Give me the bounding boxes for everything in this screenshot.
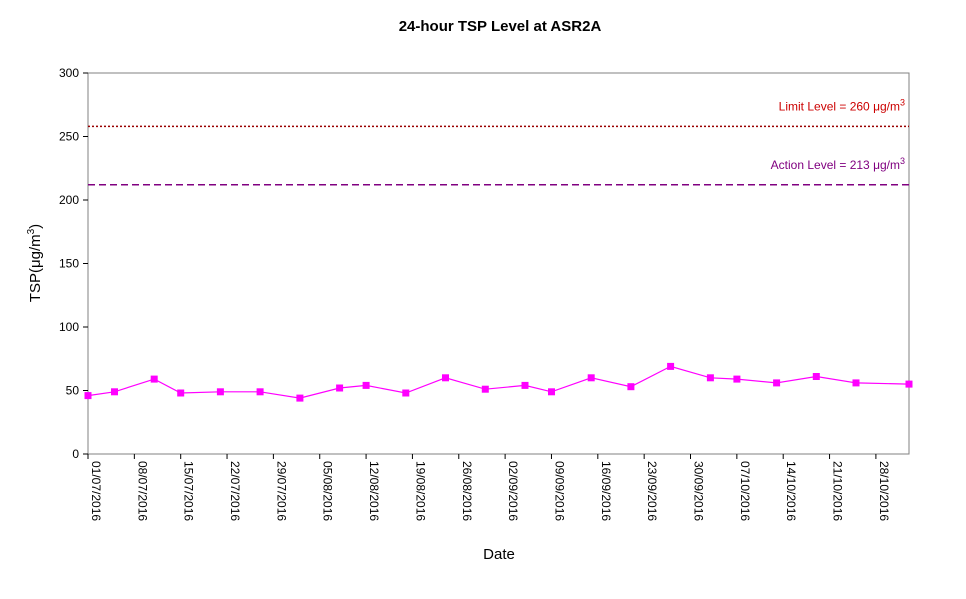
data-point-marker	[812, 373, 820, 380]
x-tick-label: 14/10/2016	[784, 461, 798, 521]
x-tick-label: 29/07/2016	[274, 461, 288, 521]
reference-line-label-unit: μg/m	[873, 99, 900, 113]
x-axis: 01/07/2016 08/07/2016 15/07/2016 22/07/2016…	[87, 454, 891, 521]
chart-title: 24-hour TSP Level at ASR2A	[399, 18, 602, 35]
data-point-marker	[111, 388, 118, 396]
data-point-marker	[177, 389, 185, 397]
x-tick-label: 26/08/2016	[460, 461, 474, 521]
x-tick-label: 07/10/2016	[738, 461, 752, 521]
y-axis-label-prefix: TSP(	[27, 268, 44, 302]
y-axis-label-sup: 3	[26, 228, 37, 234]
reference-line-label-text: Limit Level = 260	[779, 99, 873, 113]
plot-area	[87, 72, 910, 455]
data-point-marker	[733, 375, 741, 383]
x-tick-label: 02/09/2016	[506, 461, 520, 521]
data-point-marker	[362, 381, 370, 389]
reference-line-label-sup: 3	[900, 156, 905, 166]
data-point-marker	[667, 362, 675, 370]
y-tick-label: 50	[66, 384, 80, 398]
data-point-marker	[150, 375, 158, 383]
x-tick-label: 21/10/2016	[831, 461, 845, 521]
y-tick-label: 250	[59, 130, 79, 144]
y-tick-label: 200	[59, 193, 79, 207]
x-tick-label: 19/08/2016	[413, 461, 427, 521]
reference-line-label: Action Level = 213 μg/m3	[771, 156, 905, 172]
data-point-marker	[706, 374, 714, 382]
x-tick-label: 28/10/2016	[877, 461, 891, 521]
data-point-marker	[402, 389, 410, 397]
y-axis: 0 50 100 150 200 250 300	[59, 66, 88, 461]
data-point-marker	[905, 380, 913, 388]
data-point-marker	[627, 383, 635, 391]
reference-line-label-sup: 3	[900, 97, 905, 107]
y-tick-label: 150	[59, 257, 79, 271]
y-axis-label-unit: μg/m	[27, 234, 44, 268]
y-axis-label-suffix: )	[27, 224, 44, 229]
series-layer	[84, 362, 913, 402]
data-point-marker	[852, 379, 860, 387]
x-tick-label: 08/07/2016	[135, 461, 149, 521]
y-tick-label: 0	[72, 447, 79, 461]
data-point-marker	[84, 392, 92, 400]
data-point-marker	[442, 374, 449, 382]
reference-line-label: Limit Level = 260 μg/m3	[779, 97, 905, 113]
x-tick-label: 05/08/2016	[321, 461, 335, 521]
x-tick-label: 01/07/2016	[89, 461, 103, 521]
x-tick-label: 22/07/2016	[228, 461, 242, 521]
data-point-marker	[336, 384, 344, 392]
x-tick-label: 15/07/2016	[182, 461, 196, 521]
reference-line-label-text: Action Level = 213	[771, 158, 873, 172]
data-point-marker	[587, 374, 595, 382]
y-tick-label: 300	[59, 66, 79, 80]
data-point-marker	[481, 385, 489, 393]
x-tick-label: 12/08/2016	[367, 461, 381, 521]
x-axis-label: Date	[483, 546, 515, 563]
data-point-marker	[773, 379, 781, 387]
x-tick-label: 09/09/2016	[553, 461, 567, 521]
x-tick-label: 16/09/2016	[599, 461, 613, 521]
y-tick-label: 100	[59, 320, 79, 334]
data-point-marker	[521, 381, 529, 389]
x-tick-label: 23/09/2016	[645, 461, 659, 521]
data-point-marker	[256, 388, 264, 396]
data-point-marker	[216, 388, 224, 396]
y-axis-label: TSP(μg/m3)	[26, 224, 44, 302]
data-point-marker	[296, 394, 304, 402]
x-tick-label: 30/09/2016	[692, 461, 706, 521]
data-point-marker	[548, 388, 555, 396]
reference-line-label-unit: μg/m	[873, 158, 900, 172]
